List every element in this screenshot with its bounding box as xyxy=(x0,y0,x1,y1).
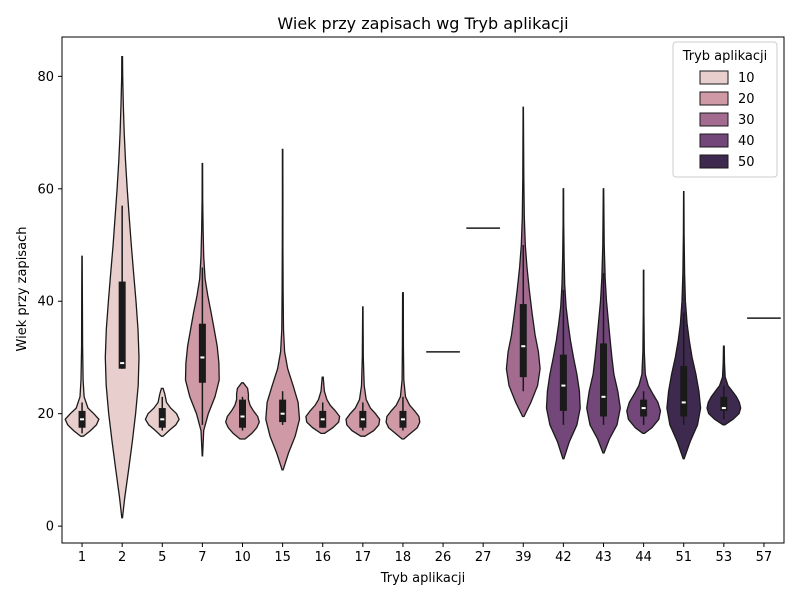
legend-item-50: 50 xyxy=(699,154,755,170)
violin-median-5 xyxy=(160,418,165,421)
legend-swatch-20 xyxy=(699,91,729,106)
violin-44 xyxy=(626,269,662,435)
violin-iqr-box-42 xyxy=(559,354,567,411)
violin-53 xyxy=(706,345,742,426)
y-axis: 0 20 40 60 80 xyxy=(37,70,62,535)
x-tick-label-42: 42 xyxy=(555,550,572,565)
violin-body-18 xyxy=(385,292,421,440)
x-tick-label-57: 57 xyxy=(756,550,773,565)
violin-body-53 xyxy=(706,345,742,426)
violin-median-2 xyxy=(120,362,125,365)
x-axis-label: Tryb aplikacji xyxy=(380,571,466,586)
violin-iqr-box-39 xyxy=(519,304,527,378)
violin-median-7 xyxy=(200,356,205,359)
violin-body-17 xyxy=(345,306,381,437)
violin-18 xyxy=(385,292,421,440)
violin-iqr-box-15 xyxy=(279,399,287,423)
violin-7 xyxy=(184,162,220,457)
plot-frame xyxy=(61,36,785,544)
violin-1 xyxy=(64,255,100,437)
legend-item-10: 10 xyxy=(699,70,755,86)
y-tick-label-80: 80 xyxy=(37,70,54,85)
violin-median-16 xyxy=(320,418,325,421)
legend-swatch-40 xyxy=(699,133,729,148)
x-tick-label-16: 16 xyxy=(314,550,331,565)
legend-title: Tryb aplikacji xyxy=(682,49,768,64)
x-tick-label-5: 5 xyxy=(158,550,166,565)
violin-median-15 xyxy=(280,412,285,415)
legend-item-20: 20 xyxy=(699,91,755,107)
x-tick-label-27: 27 xyxy=(475,550,492,565)
x-tick-label-18: 18 xyxy=(395,550,412,565)
violin-median-53 xyxy=(721,407,726,410)
violin-43 xyxy=(586,188,621,454)
x-tick-label-17: 17 xyxy=(355,550,372,565)
legend-label-10: 10 xyxy=(738,71,755,86)
chart-title: Wiek przy zapisach wg Tryb aplikacji xyxy=(277,14,568,33)
y-tick-label-60: 60 xyxy=(37,182,54,197)
legend-label-50: 50 xyxy=(738,155,755,170)
violin-median-17 xyxy=(360,418,365,421)
violin-iqr-box-5 xyxy=(158,408,166,428)
x-axis: 1 2 5 7 10 15 16 17 18 26 27 39 42 43 44 51 53 57 xyxy=(78,543,772,565)
violin-39 xyxy=(505,106,541,418)
violin-17 xyxy=(345,306,381,437)
x-tick-label-39: 39 xyxy=(515,550,532,565)
violin-median-43 xyxy=(601,395,606,398)
legend-item-30: 30 xyxy=(699,112,755,128)
y-tick-label-0: 0 xyxy=(46,520,54,535)
violin-16 xyxy=(305,376,341,435)
violin-15 xyxy=(265,148,301,471)
legend-swatch-10 xyxy=(699,70,729,85)
violin-iqr-box-43 xyxy=(600,343,607,417)
x-tick-label-10: 10 xyxy=(234,550,251,565)
legend: Tryb aplikacji 10 20 30 40 50 xyxy=(672,41,778,178)
violin-42 xyxy=(545,188,581,460)
violin-median-44 xyxy=(641,407,646,410)
legend-swatch-30 xyxy=(699,112,729,127)
violin-median-42 xyxy=(561,384,566,387)
violins-layer xyxy=(64,56,781,519)
x-tick-label-7: 7 xyxy=(198,550,206,565)
legend-items: 10 20 30 40 50 xyxy=(699,70,755,170)
x-tick-label-2: 2 xyxy=(118,550,126,565)
violin-body-15 xyxy=(265,148,301,471)
x-tick-label-51: 51 xyxy=(675,550,692,565)
y-axis-label: Wiek przy zapisach xyxy=(15,227,30,352)
violin-body-1 xyxy=(64,255,100,437)
legend-label-20: 20 xyxy=(738,92,755,107)
violin-iqr-box-7 xyxy=(198,323,206,383)
x-tick-label-43: 43 xyxy=(595,550,612,565)
violin-median-10 xyxy=(240,415,245,418)
violin-iqr-box-53 xyxy=(720,396,728,411)
x-tick-label-53: 53 xyxy=(716,550,733,565)
legend-label-30: 30 xyxy=(738,113,755,128)
x-tick-label-26: 26 xyxy=(435,550,452,565)
violin-10 xyxy=(225,382,260,440)
x-tick-label-1: 1 xyxy=(78,550,86,565)
y-tick-label-20: 20 xyxy=(37,407,54,422)
violin-body-44 xyxy=(626,269,662,435)
x-tick-label-44: 44 xyxy=(635,550,652,565)
x-tick-label-15: 15 xyxy=(274,550,291,565)
violin-median-39 xyxy=(521,345,526,348)
violin-5 xyxy=(144,387,180,437)
violin-iqr-box-10 xyxy=(239,399,246,428)
y-tick-label-40: 40 xyxy=(37,295,54,310)
violin-median-18 xyxy=(400,418,405,421)
legend-label-40: 40 xyxy=(738,134,755,149)
violin-iqr-box-51 xyxy=(680,365,688,417)
violin-2 xyxy=(104,56,140,519)
legend-box xyxy=(672,41,778,178)
legend-swatch-50 xyxy=(699,154,729,169)
violin-51 xyxy=(666,190,702,460)
legend-item-40: 40 xyxy=(699,133,755,149)
violin-iqr-box-2 xyxy=(118,281,126,369)
violin-median-51 xyxy=(681,401,686,404)
violin-median-1 xyxy=(80,418,85,421)
